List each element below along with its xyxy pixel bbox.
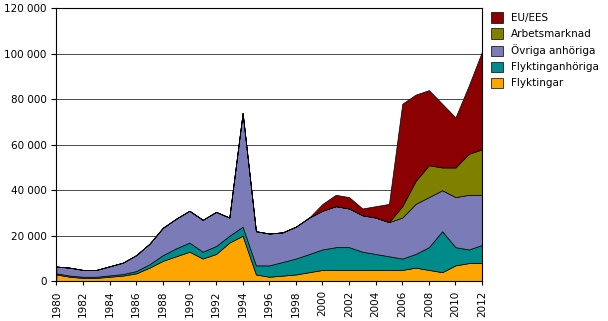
Legend: EU/EES, Arbetsmarknad, Övriga anhöriga, Flyktinganhöriga, Flyktingar: EU/EES, Arbetsmarknad, Övriga anhöriga, …: [486, 8, 603, 93]
